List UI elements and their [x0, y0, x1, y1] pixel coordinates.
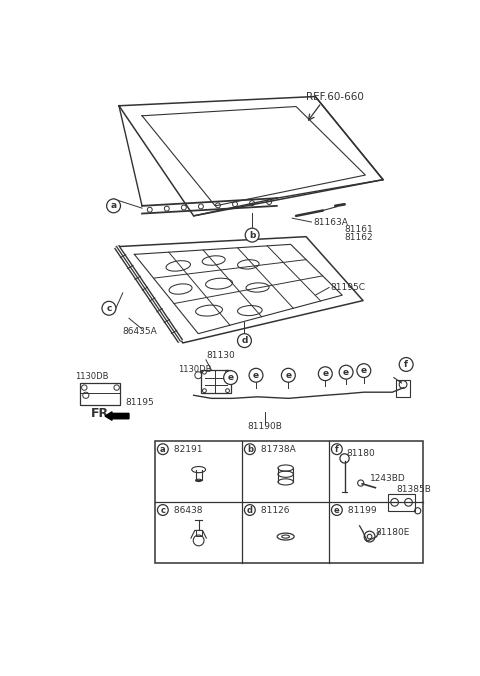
- Text: 1130DB: 1130DB: [178, 365, 212, 375]
- Text: 81161: 81161: [345, 225, 373, 234]
- Circle shape: [332, 504, 342, 515]
- Circle shape: [238, 334, 252, 347]
- Text: d: d: [247, 506, 253, 514]
- Circle shape: [357, 364, 371, 378]
- Text: 81130: 81130: [206, 351, 235, 360]
- Text: 81180E: 81180E: [375, 528, 410, 537]
- Text: e: e: [285, 370, 291, 380]
- Text: 81195C: 81195C: [331, 283, 366, 292]
- Circle shape: [224, 370, 238, 385]
- Text: 1130DB: 1130DB: [75, 372, 108, 381]
- Bar: [396, 380, 410, 397]
- Text: 82191: 82191: [170, 445, 202, 454]
- Text: REF.60-660: REF.60-660: [306, 91, 364, 101]
- Text: e: e: [228, 373, 234, 382]
- Text: d: d: [241, 336, 248, 345]
- Text: a: a: [110, 201, 117, 210]
- Circle shape: [339, 365, 353, 379]
- Circle shape: [318, 367, 332, 381]
- Text: 81180: 81180: [347, 449, 376, 458]
- Circle shape: [244, 443, 255, 454]
- Bar: [201, 370, 230, 393]
- Text: b: b: [247, 445, 253, 454]
- Text: f: f: [404, 360, 408, 369]
- FancyArrow shape: [105, 412, 129, 420]
- Bar: [155, 441, 423, 563]
- Bar: [81, 383, 120, 404]
- Circle shape: [157, 443, 168, 454]
- Circle shape: [249, 368, 263, 382]
- Text: 1243BD: 1243BD: [370, 474, 406, 483]
- Text: e: e: [361, 366, 367, 375]
- Text: 81190B: 81190B: [248, 422, 282, 431]
- Text: 81126: 81126: [258, 506, 289, 514]
- Text: FR.: FR.: [90, 407, 114, 420]
- Circle shape: [245, 228, 259, 242]
- Text: 81738A: 81738A: [258, 445, 295, 454]
- Text: f: f: [335, 445, 339, 454]
- Circle shape: [107, 199, 120, 213]
- Circle shape: [281, 368, 295, 382]
- Circle shape: [157, 504, 168, 515]
- Text: 86438: 86438: [170, 506, 202, 514]
- Text: e: e: [322, 369, 328, 378]
- Text: 81162: 81162: [345, 233, 373, 242]
- Text: 81385B: 81385B: [396, 485, 431, 493]
- Circle shape: [244, 504, 255, 515]
- Text: e: e: [253, 370, 259, 380]
- Text: c: c: [160, 506, 165, 514]
- Text: e: e: [334, 506, 340, 514]
- Text: c: c: [106, 304, 112, 313]
- Circle shape: [332, 443, 342, 454]
- Circle shape: [102, 301, 116, 315]
- Bar: [388, 494, 415, 511]
- Circle shape: [399, 358, 413, 371]
- Text: a: a: [160, 445, 166, 454]
- Text: 81199: 81199: [345, 506, 376, 514]
- Text: b: b: [249, 231, 255, 239]
- Text: 86435A: 86435A: [123, 327, 157, 336]
- Text: 81163A: 81163A: [314, 218, 348, 226]
- Text: e: e: [343, 368, 349, 377]
- Text: 81195: 81195: [125, 398, 154, 408]
